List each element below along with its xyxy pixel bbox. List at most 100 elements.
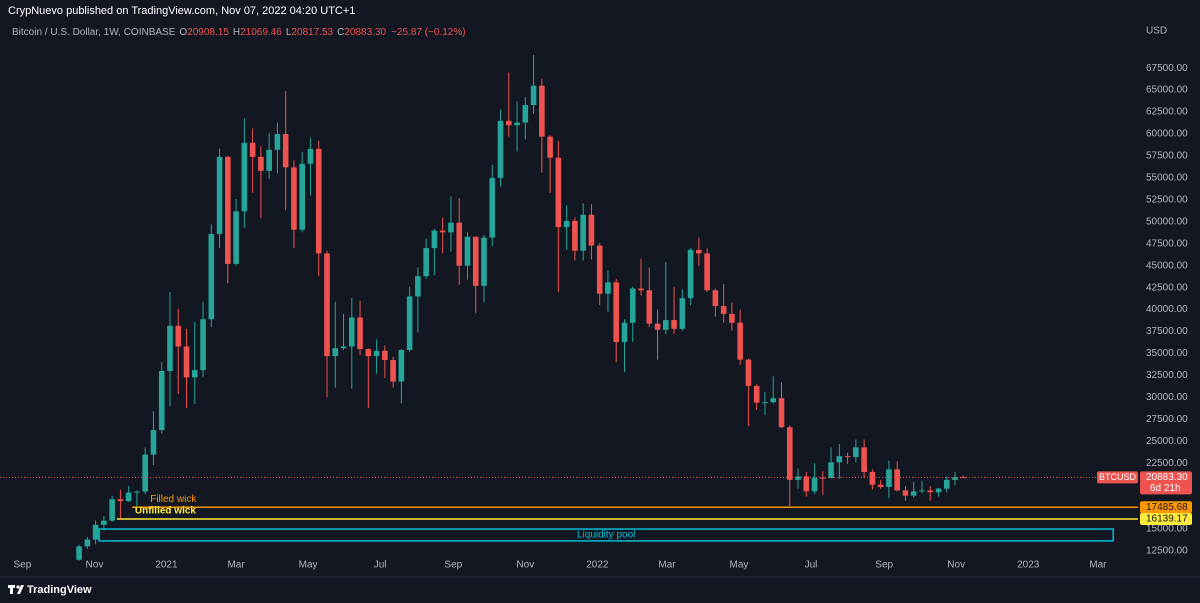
y-tick-label: 22500.00 <box>1146 458 1188 469</box>
candle-body <box>307 148 314 164</box>
candle-body <box>266 149 272 171</box>
candle-body <box>869 471 876 485</box>
candle-body <box>84 539 91 547</box>
x-tick-label: Nov <box>86 560 104 571</box>
candle-body <box>853 447 859 458</box>
candle-body <box>225 156 231 264</box>
candle-body <box>745 359 752 386</box>
candle-body <box>76 546 82 560</box>
candle-body <box>679 298 686 329</box>
x-tick-label: Mar <box>658 560 676 571</box>
y-tick-label: 50000.00 <box>1146 216 1188 227</box>
legend-header: Bitcoin / U.S. Dollar, 1W, COINBASE O2090… <box>12 27 466 38</box>
x-tick-label: Nov <box>947 560 965 571</box>
candle-body <box>291 167 297 230</box>
ohlc-value: 21069.46 <box>240 27 282 38</box>
candle-body <box>125 492 132 502</box>
y-tick-label: 45000.00 <box>1146 260 1188 271</box>
candle-body <box>282 133 289 168</box>
y-tick-label: 62500.00 <box>1146 107 1188 118</box>
candle-body <box>663 320 669 330</box>
y-tick-label: 27500.00 <box>1146 414 1188 425</box>
candle-body <box>109 499 115 521</box>
candle-body <box>233 211 239 264</box>
candle-body <box>365 349 372 357</box>
x-tick-label: Sep <box>14 560 32 571</box>
candle-body <box>629 288 636 323</box>
candle-body <box>497 120 504 178</box>
y-tick-label: 65000.00 <box>1146 85 1188 96</box>
candle-body <box>274 133 281 150</box>
candle-body <box>894 469 900 491</box>
ohlc-label: L <box>286 27 292 38</box>
x-tick-label: Mar <box>227 560 245 571</box>
x-tick-label: Jul <box>374 560 387 571</box>
candle-body <box>828 462 834 479</box>
candle-body <box>704 253 710 291</box>
y-tick-label: 40000.00 <box>1146 304 1188 315</box>
ohlc-label: H <box>233 27 240 38</box>
candle-body <box>191 370 198 378</box>
candle-body <box>563 220 570 228</box>
y-tick-label: 15000.00 <box>1146 524 1188 535</box>
candle-body <box>415 276 421 297</box>
candle-body <box>572 220 578 251</box>
candle-body <box>530 85 537 106</box>
candle-body <box>472 236 479 286</box>
candle-body <box>373 350 380 357</box>
y-tick-label: 57500.00 <box>1146 151 1188 162</box>
candle-body <box>803 476 810 492</box>
candle-body <box>770 398 777 403</box>
x-tick-label: May <box>299 560 318 571</box>
candle-body <box>332 348 339 357</box>
candle-body <box>175 325 182 347</box>
candle-body <box>687 249 694 299</box>
candle-body <box>729 313 735 323</box>
candle-body <box>208 234 215 320</box>
candle-body <box>150 430 157 455</box>
candle-body <box>134 491 140 493</box>
candle-body <box>406 296 413 350</box>
ohlc-value: 20883.30 <box>344 27 386 38</box>
candle-body <box>299 163 306 230</box>
candle-body <box>820 477 826 479</box>
y-tick-label: 60000.00 <box>1146 129 1188 140</box>
candle-body <box>638 288 644 291</box>
candle-body <box>505 120 512 126</box>
candle-body <box>249 142 256 157</box>
candle-body <box>762 402 768 404</box>
candle-body <box>605 282 611 294</box>
ohlc-value: 20817.53 <box>291 27 333 38</box>
brand-logo <box>8 585 24 594</box>
y-tick-label: 67500.00 <box>1146 63 1188 74</box>
candle-body <box>753 385 760 403</box>
brand: TradingView <box>27 584 92 596</box>
candle-body <box>456 222 463 266</box>
candle-body <box>324 253 330 357</box>
candle-body <box>935 488 942 493</box>
candle-body <box>448 222 454 233</box>
candle-body <box>902 490 909 496</box>
x-tick-label: 2021 <box>155 560 178 571</box>
zone-label: Liquidity pool <box>577 530 635 541</box>
ohlc-value: 20908.15 <box>187 27 229 38</box>
candle-body <box>861 447 867 472</box>
x-tick-label: Jul <box>805 560 818 571</box>
price-tag-text: 20883.30 <box>1146 472 1188 483</box>
ohlc-label: O <box>179 27 187 38</box>
candle-body <box>671 320 677 329</box>
candle-body <box>340 346 347 349</box>
candle-body <box>142 454 149 492</box>
level-text: Filled wick <box>150 494 197 505</box>
candle-body <box>886 469 892 487</box>
y-tick-label: 47500.00 <box>1146 238 1188 249</box>
level-text: Unfilled wick <box>135 506 197 517</box>
candle-body <box>836 456 843 463</box>
candle-body <box>952 477 958 480</box>
candle-body <box>737 322 743 360</box>
level-tag-text: 16139.17 <box>1146 514 1188 525</box>
candle-body <box>621 322 628 343</box>
y-tick-label: 42500.00 <box>1146 282 1188 293</box>
candle-body <box>382 350 388 361</box>
